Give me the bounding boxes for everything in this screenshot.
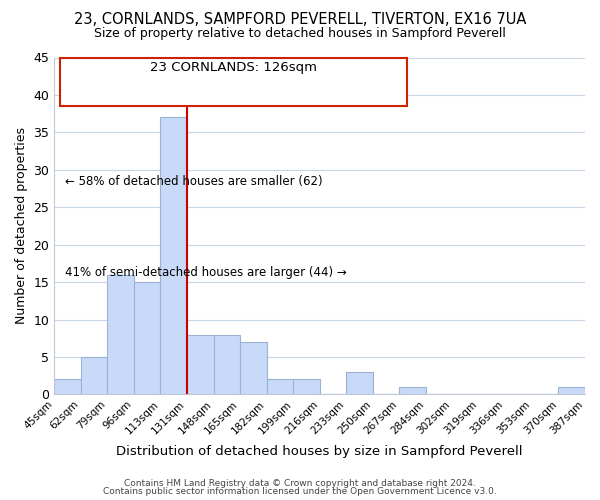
Text: 23, CORNLANDS, SAMPFORD PEVERELL, TIVERTON, EX16 7UA: 23, CORNLANDS, SAMPFORD PEVERELL, TIVERT… [74, 12, 526, 28]
Bar [187, 334, 214, 394]
Bar [107, 274, 134, 394]
Bar [240, 342, 266, 394]
Bar [81, 357, 107, 395]
Bar [266, 380, 293, 394]
Bar [160, 118, 187, 394]
X-axis label: Distribution of detached houses by size in Sampford Peverell: Distribution of detached houses by size … [116, 444, 523, 458]
Bar [293, 380, 320, 394]
FancyBboxPatch shape [59, 58, 407, 106]
Text: Contains HM Land Registry data © Crown copyright and database right 2024.: Contains HM Land Registry data © Crown c… [124, 478, 476, 488]
Bar [134, 282, 160, 395]
Bar [399, 387, 426, 394]
Text: Contains public sector information licensed under the Open Government Licence v3: Contains public sector information licen… [103, 487, 497, 496]
Y-axis label: Number of detached properties: Number of detached properties [15, 128, 28, 324]
Text: 41% of semi-detached houses are larger (44) →: 41% of semi-detached houses are larger (… [65, 266, 347, 280]
Bar [559, 387, 585, 394]
Bar [214, 334, 240, 394]
Bar [54, 380, 81, 394]
Text: Size of property relative to detached houses in Sampford Peverell: Size of property relative to detached ho… [94, 28, 506, 40]
Text: ← 58% of detached houses are smaller (62): ← 58% of detached houses are smaller (62… [65, 176, 323, 188]
Text: 23 CORNLANDS: 126sqm: 23 CORNLANDS: 126sqm [150, 61, 317, 74]
Bar [346, 372, 373, 394]
